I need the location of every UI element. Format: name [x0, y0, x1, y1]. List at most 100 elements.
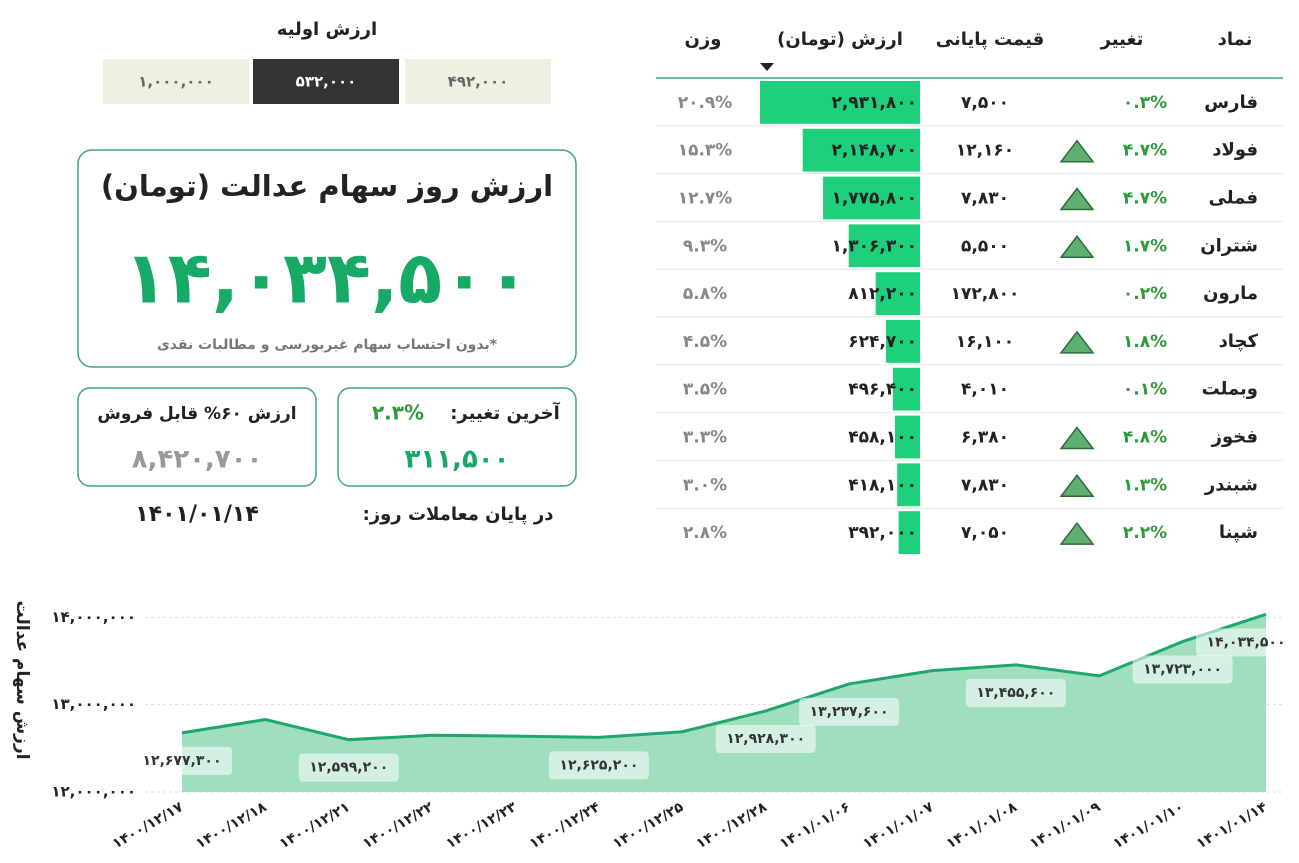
value-label-box — [799, 697, 900, 726]
symbol: شپنا — [1219, 522, 1258, 543]
symbol: مارون — [1203, 283, 1258, 304]
y-tick-label: ۱۳,۰۰۰,۰۰۰ — [51, 695, 136, 713]
weight: ۴.۵% — [683, 332, 727, 352]
value-label: ۱۲,۶۲۵,۲۰۰ — [559, 757, 638, 773]
value-label-box — [1132, 655, 1233, 684]
price: ۱۷۲,۸۰۰ — [951, 284, 1020, 304]
table-header: تغییر — [1100, 29, 1144, 50]
symbol: فملی — [1209, 188, 1258, 209]
value-bar — [885, 320, 920, 363]
symbol: فارس — [1204, 92, 1258, 113]
change-value: ۳۱۱,۵۰۰ — [404, 445, 509, 475]
initial-option-label: ۴۹۲,۰۰۰ — [448, 73, 509, 91]
sellable-label: ارزش ۶۰% قابل فروش — [97, 404, 296, 424]
value-label: ۱,۷۷۵,۸۰۰ — [831, 189, 917, 209]
value-label-box — [1196, 628, 1296, 657]
initial-option[interactable] — [405, 59, 551, 104]
price: ۶,۳۸۰ — [961, 428, 1009, 448]
change: ۰.۲% — [1123, 284, 1167, 304]
date-value: ۱۴۰۱/۰۱/۱۴ — [135, 502, 259, 527]
value-label-box — [298, 753, 399, 782]
value-label: ۱۲,۵۹۹,۲۰۰ — [309, 760, 388, 776]
price: ۷,۰۵۰ — [961, 523, 1009, 543]
value-bar — [898, 511, 920, 554]
value-bar — [897, 463, 920, 507]
y-tick-label: ۱۲,۰۰۰,۰۰۰ — [51, 783, 136, 801]
symbol: وبملت — [1202, 379, 1258, 400]
up-arrow — [1059, 474, 1095, 498]
change-card — [337, 387, 577, 487]
x-tick-label: ۱۴۰۰/۱۲/۱۷ — [110, 799, 186, 852]
value-label: ۳۹۲,۰۰۰ — [848, 523, 917, 543]
value-label: ۱۲,۶۷۷,۳۰۰ — [143, 753, 222, 769]
symbol: شتران — [1200, 235, 1258, 256]
price: ۱۶,۱۰۰ — [956, 332, 1014, 352]
weight: ۹.۳% — [683, 236, 727, 256]
price: ۱۲,۱۶۰ — [956, 141, 1014, 161]
value-label-box — [965, 678, 1066, 707]
change-label: آخرین تغییر: — [450, 401, 560, 424]
initial-option-label: ۱,۰۰۰,۰۰۰ — [138, 73, 213, 91]
value-label: ۲,۱۴۸,۷۰۰ — [831, 141, 917, 161]
table-header: قیمت پایانی — [936, 29, 1045, 50]
value-label: ۴۵۸,۱۰۰ — [848, 428, 917, 448]
sellable-value: ۸,۴۲۰,۷۰۰ — [132, 445, 263, 475]
x-tick-label: ۱۴۰۱/۰۱/۱۰ — [1111, 799, 1187, 852]
value-bar — [760, 81, 920, 124]
weight: ۵.۸% — [683, 284, 727, 304]
value-label-box — [715, 724, 816, 753]
value-label: ۴۹۶,۴۰۰ — [848, 380, 917, 400]
value-label-box — [548, 751, 649, 780]
table-header: ارزش (تومان) — [777, 29, 903, 50]
value-label: ۸۱۲,۲۰۰ — [848, 284, 917, 304]
change: ۴.۸% — [1123, 428, 1167, 448]
symbol: فولاد — [1212, 140, 1258, 161]
x-tick-label: ۱۴۰۰/۱۲/۲۱ — [277, 799, 353, 852]
value-label: ۴۱۸,۱۰۰ — [848, 475, 917, 495]
weight: ۲.۸% — [683, 523, 727, 543]
main-title: ارزش روز سهام عدالت (تومان) — [101, 169, 553, 203]
symbol: شبندر — [1204, 474, 1258, 495]
x-tick-label: ۱۴۰۰/۱۲/۲۴ — [527, 799, 603, 852]
x-tick-label: ۱۴۰۰/۱۲/۲۸ — [694, 799, 770, 852]
value-label: ۱,۳۰۶,۳۰۰ — [831, 236, 917, 256]
y-axis-title: ارزش سهام عدالت — [12, 600, 32, 759]
up-arrow — [1059, 521, 1095, 545]
value-bar — [823, 176, 920, 220]
value-bar — [892, 367, 920, 411]
weight: ۲۰.۹% — [678, 93, 733, 113]
price: ۴,۰۱۰ — [961, 380, 1009, 400]
change: ۴.۷% — [1123, 141, 1167, 161]
value-bar — [848, 224, 920, 268]
up-arrow — [1059, 426, 1095, 450]
up-arrow — [1059, 187, 1095, 211]
initial-option[interactable] — [103, 59, 249, 104]
up-arrow — [1059, 235, 1095, 259]
x-tick-label: ۱۴۰۰/۱۲/۲۳ — [443, 799, 519, 852]
value-label: ۱۴,۰۳۴,۵۰۰ — [1207, 634, 1286, 650]
area-fill — [182, 614, 1266, 792]
x-tick-label: ۱۴۰۱/۰۱/۰۷ — [860, 799, 936, 852]
value-label: ۱۳,۴۵۵,۶۰۰ — [976, 685, 1055, 701]
price: ۷,۸۳۰ — [961, 189, 1009, 209]
sort-indicator — [760, 63, 774, 71]
value-label-box — [132, 746, 232, 775]
sellable-card — [77, 387, 317, 487]
change: ۱.۸% — [1123, 332, 1167, 352]
change: ۱.۷% — [1123, 236, 1167, 256]
price: ۷,۸۳۰ — [961, 475, 1009, 495]
value-bar — [875, 272, 920, 315]
change: ۰.۳% — [1123, 93, 1167, 113]
price: ۵,۵۰۰ — [961, 236, 1009, 256]
initial-title: ارزش اولیه — [277, 19, 377, 40]
main-value: ۱۴,۰۳۴,۵۰۰ — [124, 236, 530, 320]
change-percent: ۲.۳% — [372, 401, 424, 425]
y-tick-label: ۱۴,۰۰۰,۰۰۰ — [51, 608, 136, 626]
value-label: ۱۲,۹۲۸,۳۰۰ — [726, 731, 805, 747]
x-tick-label: ۱۴۰۱/۰۱/۱۴ — [1194, 799, 1270, 852]
change: ۴.۷% — [1123, 189, 1167, 209]
weight: ۳.۰% — [683, 475, 727, 495]
value-label: ۱۳,۷۲۳,۰۰۰ — [1143, 662, 1222, 678]
initial-option[interactable] — [253, 59, 399, 104]
